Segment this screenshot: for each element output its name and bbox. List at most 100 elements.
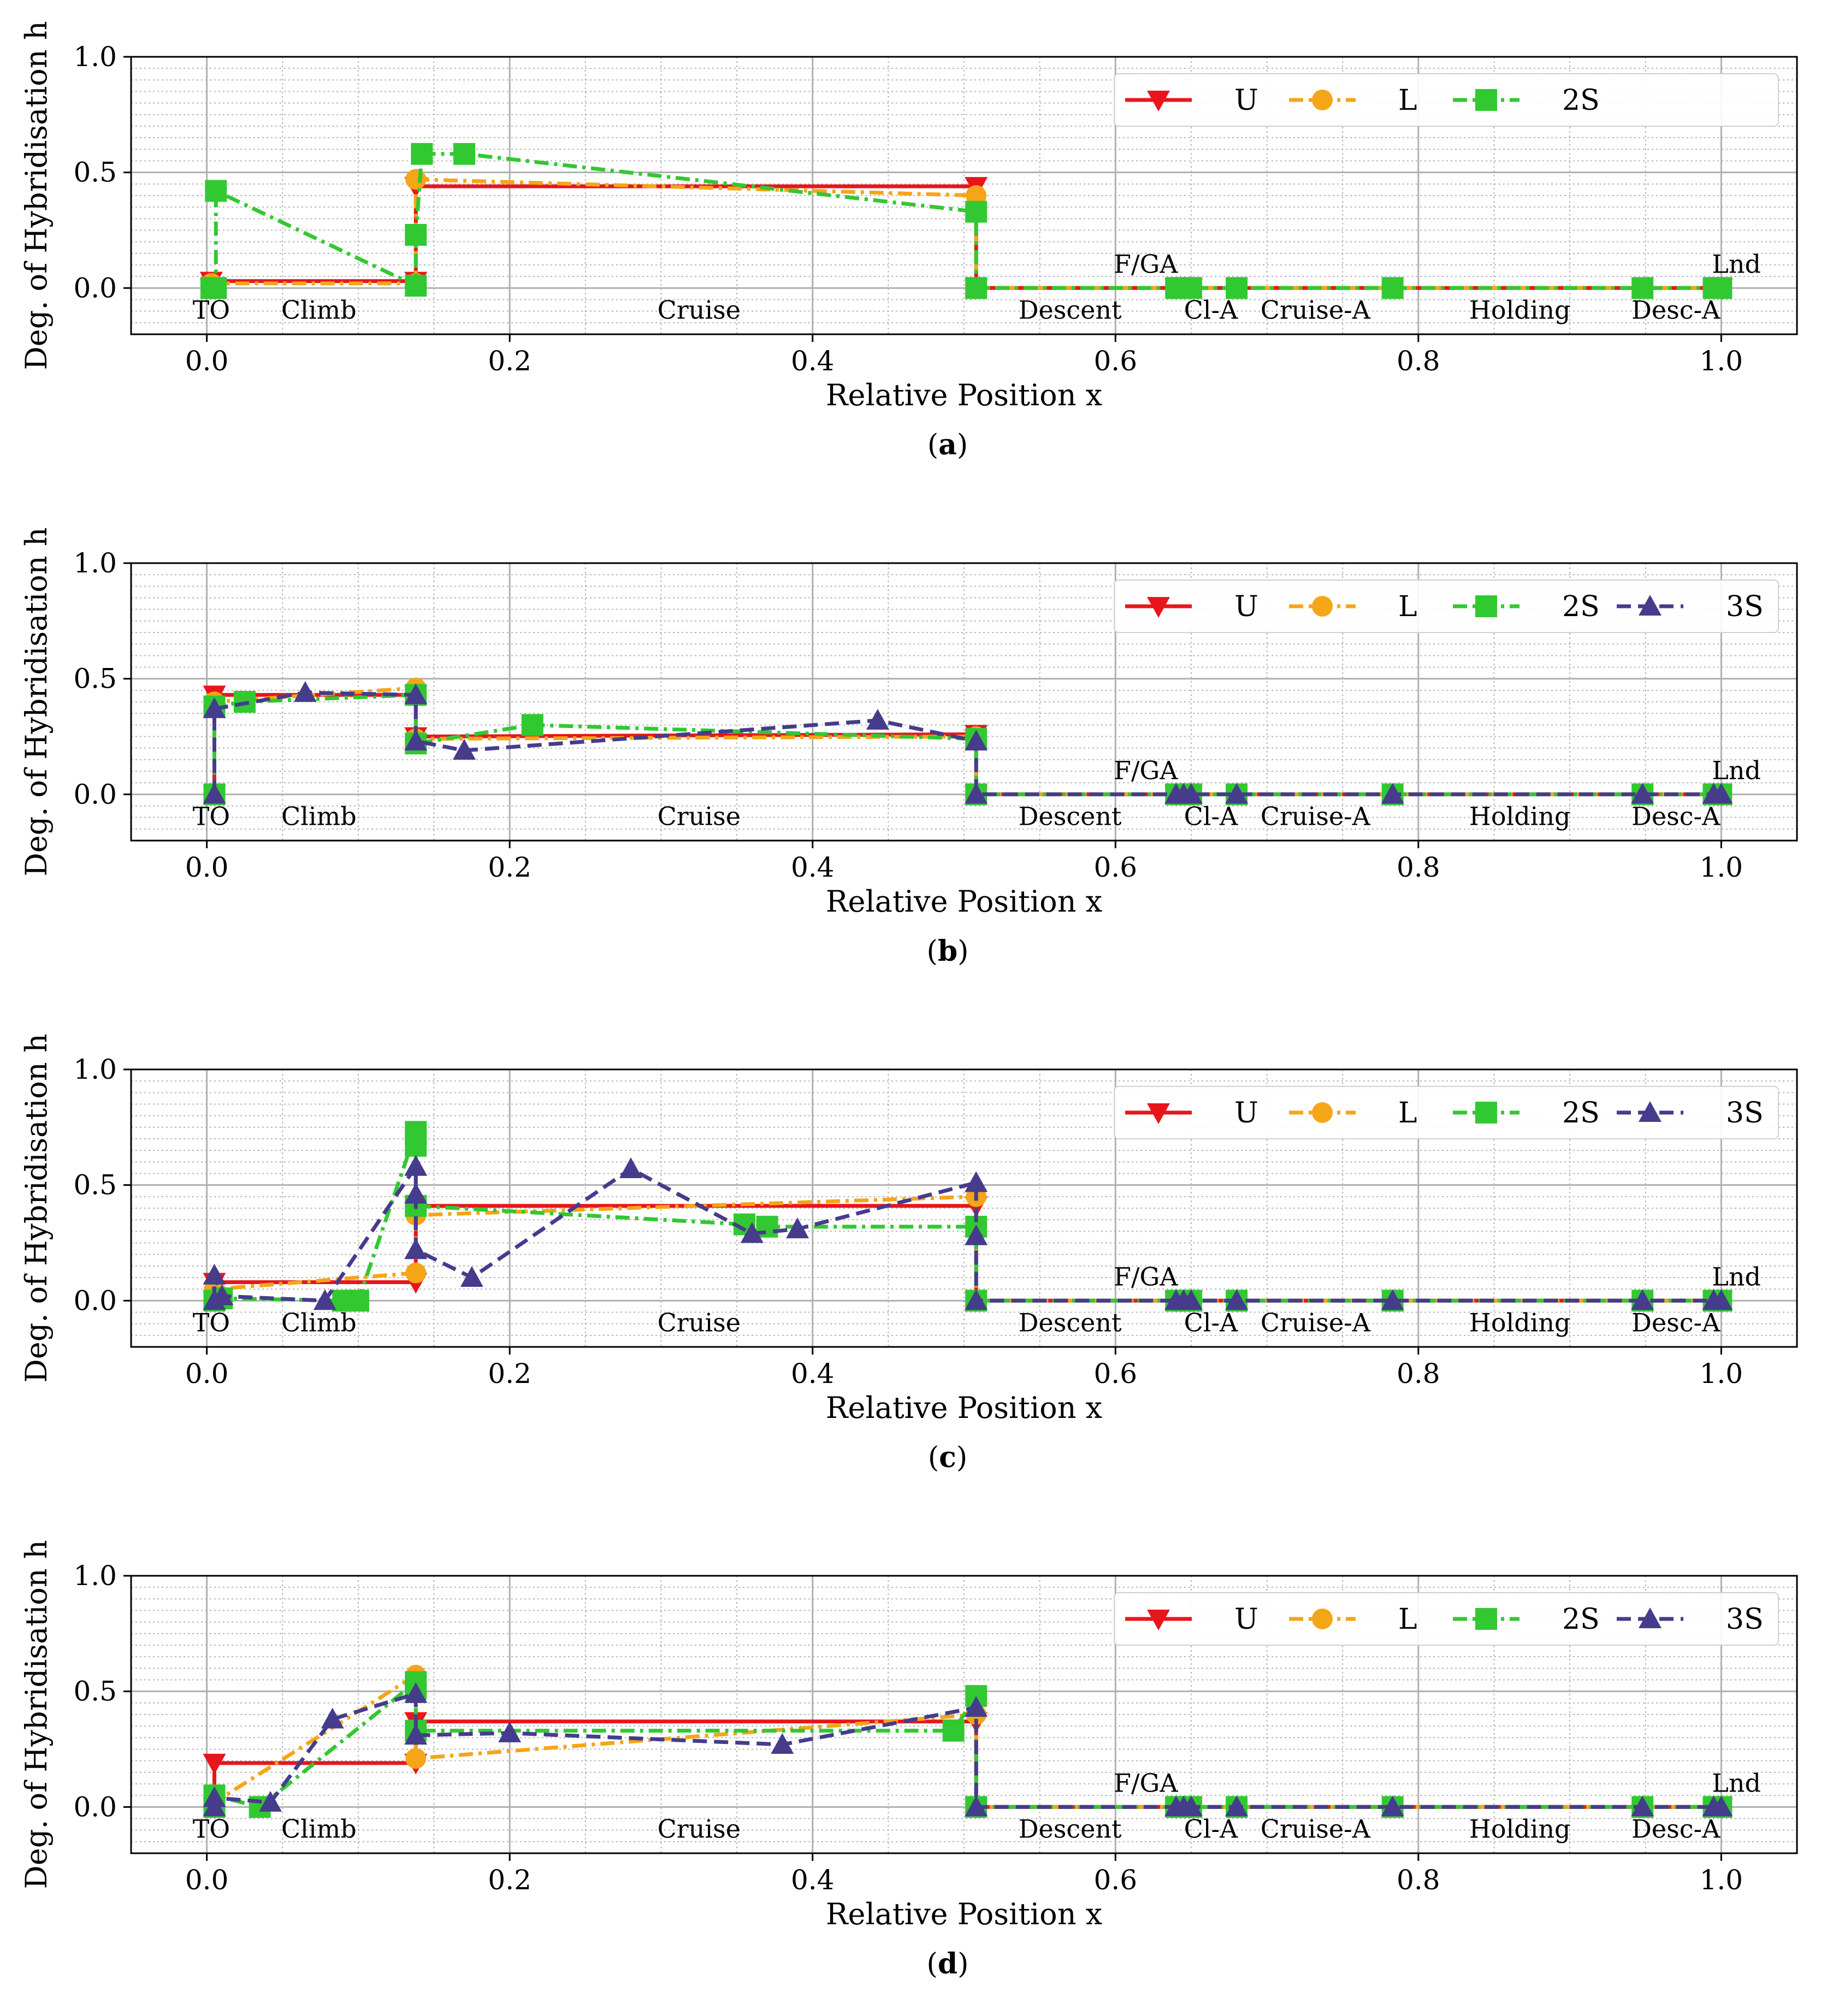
- phase-label: Cruise: [658, 1814, 741, 1843]
- data-point: [1225, 1289, 1249, 1310]
- x-tick-label: 0.8: [1397, 345, 1440, 377]
- data-point: [740, 1222, 764, 1243]
- series-group: [203, 677, 1733, 806]
- data-point: [1381, 1289, 1404, 1310]
- data-point: [405, 223, 427, 246]
- legend-marker: [1147, 1610, 1170, 1630]
- data-point: [313, 1289, 336, 1310]
- legend-marker: [1147, 597, 1170, 618]
- legend-item-3S: 3S: [1617, 590, 1764, 623]
- data-point: [1631, 277, 1654, 299]
- phase-label: TO: [193, 1308, 230, 1337]
- phase-label: Cruise: [658, 1308, 741, 1337]
- data-point: [460, 1266, 483, 1287]
- plot-frame: [130, 56, 1798, 335]
- y-tick-label: 1.0: [73, 41, 117, 73]
- y-axis-title: Deg. of Hybridisation h: [19, 21, 54, 370]
- phase-label: Climb: [281, 1814, 357, 1843]
- data-point: [404, 1155, 428, 1176]
- phase-label: F/GA: [1114, 755, 1178, 785]
- x-tick-label: 0.0: [185, 852, 229, 883]
- phase-label: Cl-A: [1184, 801, 1238, 831]
- data-point: [404, 1183, 428, 1204]
- legend-marker: [1312, 1609, 1333, 1629]
- data-point: [1631, 1795, 1654, 1817]
- data-point: [404, 1238, 428, 1260]
- axes: 0.0 0.2 0.4 0.6 0.8 1.0 0.0 0.5 1.0: [73, 41, 1743, 377]
- phase-label: Descent: [1019, 1814, 1122, 1843]
- x-tick-label: 0.2: [488, 852, 531, 883]
- x-tick-label: 1.0: [1700, 1864, 1743, 1896]
- data-point: [619, 1157, 642, 1179]
- data-point: [293, 681, 317, 702]
- data-point: [965, 200, 988, 223]
- phase-label: Descent: [1019, 801, 1122, 831]
- data-point: [404, 729, 428, 750]
- panel-caption: (c): [928, 1441, 967, 1474]
- phase-label: Cl-A: [1184, 1308, 1238, 1337]
- data-point: [965, 783, 988, 804]
- phase-label: Desc-A: [1631, 801, 1721, 831]
- data-point: [966, 185, 987, 206]
- phase-label: F/GA: [1114, 249, 1178, 279]
- data-point: [1225, 1795, 1249, 1817]
- y-tick-label: 0.5: [73, 157, 117, 188]
- x-tick-label: 1.0: [1700, 852, 1743, 883]
- y-tick-label: 1.0: [73, 1054, 117, 1085]
- phase-label: TO: [193, 295, 230, 324]
- legend-label: L: [1398, 590, 1417, 623]
- legend-item-2S: 2S: [1453, 84, 1600, 117]
- data-point: [1180, 277, 1202, 299]
- legend-marker: [1475, 1102, 1497, 1124]
- y-axis-title: Deg. of Hybridisation h: [19, 527, 54, 876]
- axes: 0.0 0.2 0.4 0.6 0.8 1.0 0.0 0.5 1.0: [73, 547, 1743, 883]
- legend-item-2S: 2S: [1453, 590, 1600, 623]
- x-tick-label: 0.0: [185, 1864, 229, 1896]
- phase-label: Desc-A: [1631, 1814, 1721, 1843]
- data-point: [771, 1733, 794, 1754]
- y-tick-label: 0.5: [73, 1676, 117, 1707]
- phase-label: Lnd: [1712, 1768, 1761, 1798]
- y-tick-label: 0.0: [73, 272, 117, 304]
- y-tick-label: 0.0: [73, 1791, 117, 1823]
- series-group: [199, 143, 1733, 300]
- phase-label: Cruise-A: [1261, 1814, 1371, 1843]
- legend: U L 2S 3S: [1114, 1086, 1779, 1139]
- phase-label: Lnd: [1712, 249, 1761, 279]
- data-point: [405, 1748, 427, 1769]
- legend: U L 2S: [1114, 73, 1779, 127]
- legend-box: [1114, 1086, 1779, 1139]
- data-point: [203, 1786, 226, 1807]
- legend: U L 2S 3S: [1114, 580, 1779, 633]
- series-3S: [203, 681, 1733, 804]
- data-point: [205, 180, 227, 202]
- legend-item-L: L: [1289, 84, 1417, 117]
- data-point: [404, 683, 428, 705]
- x-axis-title: Relative Position x: [826, 1897, 1102, 1931]
- legend-label: 2S: [1562, 1603, 1600, 1636]
- y-tick-label: 0.5: [73, 663, 117, 695]
- series-2S: [200, 143, 1733, 299]
- legend-label: L: [1398, 84, 1417, 117]
- data-point: [205, 277, 227, 299]
- phase-label: Desc-A: [1631, 295, 1721, 324]
- legend-item-3S: 3S: [1617, 1097, 1764, 1130]
- chart-panel-c: 0.0 0.2 0.4 0.6 0.8 1.0 0.0 0.5 1.0 TO Climb Cruise…: [19, 1033, 1798, 1474]
- legend-label: 2S: [1562, 84, 1600, 117]
- data-point: [259, 1790, 282, 1812]
- legend-marker: [1475, 595, 1497, 617]
- data-point: [411, 143, 433, 165]
- phase-label: Climb: [281, 295, 357, 324]
- legend-marker: [1147, 91, 1170, 111]
- data-point: [965, 1696, 988, 1717]
- data-point: [786, 1217, 809, 1239]
- x-tick-label: 0.8: [1397, 852, 1440, 883]
- x-tick-label: 0.6: [1094, 1864, 1138, 1896]
- data-point: [203, 1263, 226, 1285]
- chart-panel-b: 0.0 0.2 0.4 0.6 0.8 1.0 0.0 0.5 1.0 TO Climb Cruise…: [19, 527, 1798, 968]
- data-point: [1710, 1289, 1733, 1310]
- x-tick-label: 0.4: [791, 852, 835, 883]
- legend-item-U: U: [1125, 84, 1258, 117]
- legend-marker: [1312, 596, 1333, 617]
